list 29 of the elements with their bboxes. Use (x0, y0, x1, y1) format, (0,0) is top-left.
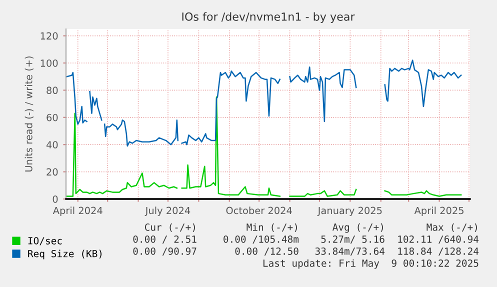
text: Avg (-/+) (332, 223, 383, 233)
y-tick-label: 80 (46, 86, 58, 94)
y-tick-label: 100 (40, 59, 58, 67)
y-axis-title: Units read (-) / write (+) (24, 56, 34, 172)
chart-title: IOs for /dev/nvme1n1 - by year (182, 12, 355, 23)
text: 102.11 /640.94 (398, 235, 479, 244)
text: Cur (-/+) (144, 223, 195, 232)
y-tick-label: 0 (52, 195, 58, 203)
legend-label: Req Size (KB) (28, 250, 102, 260)
x-tick-label: January 2025 (317, 206, 382, 216)
legend-label: IO/sec (28, 237, 62, 246)
text: 5.27m/ 5.16 (321, 235, 384, 244)
text: 33.84m/73.64 (315, 247, 385, 256)
x-tick-label: October 2024 (226, 206, 292, 214)
x-tick-label: April 2024 (52, 206, 102, 216)
y-tick-label: 40 (46, 141, 58, 148)
text: 0.00 / 2.51 (133, 235, 196, 244)
text: 0.00 /105.48m (224, 235, 299, 244)
text: 0.00 /12.50 (235, 247, 298, 256)
x-tick-label: April 2025 (414, 206, 464, 216)
x-tick-label: July 2024 (144, 206, 190, 216)
text: 0.00 /90.97 (133, 247, 196, 256)
y-tick-label: 60 (46, 114, 58, 122)
y-tick-label: 20 (46, 168, 58, 176)
text: Max (-/+) (426, 223, 477, 232)
text: Last update: Fri May 9 00:10:22 2025 (263, 259, 478, 269)
y-tick-label: 120 (40, 32, 58, 40)
text: 118.84 /128.24 (398, 247, 479, 256)
text: Min (-/+) (246, 223, 297, 232)
